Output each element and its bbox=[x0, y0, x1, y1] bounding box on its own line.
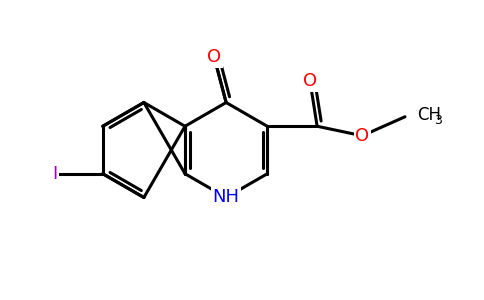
Text: CH: CH bbox=[417, 106, 441, 124]
Text: O: O bbox=[355, 127, 369, 145]
Text: O: O bbox=[303, 72, 317, 90]
Text: I: I bbox=[53, 165, 58, 183]
Text: O: O bbox=[207, 48, 221, 66]
Text: 3: 3 bbox=[434, 114, 442, 127]
Text: NH: NH bbox=[212, 188, 240, 206]
